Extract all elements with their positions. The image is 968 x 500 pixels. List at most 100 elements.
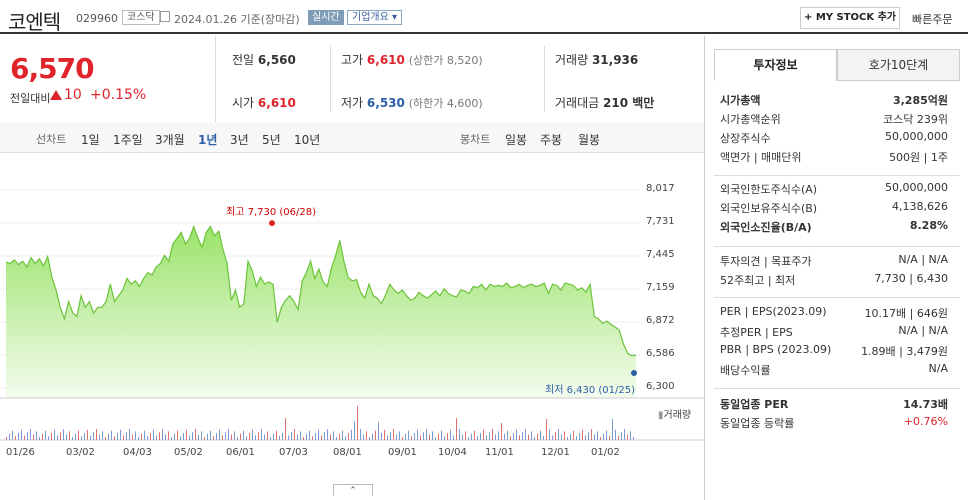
volume-bar: [450, 429, 451, 440]
volume-bar: [228, 429, 229, 440]
realtime-badge[interactable]: 실시간: [308, 10, 344, 25]
volume-bar: [144, 430, 145, 440]
volume-bar: [402, 437, 403, 440]
volume-bar: [255, 435, 256, 440]
tab-weekly[interactable]: 주봉: [540, 133, 563, 147]
price-line: [5, 224, 637, 357]
y-tick-label: 8,017: [646, 183, 675, 194]
volume-bar: [561, 434, 562, 440]
volume-bar: [153, 429, 154, 440]
period-bar: [0, 123, 704, 153]
info-row: 외국인소진율(B/A) 8.28%: [720, 219, 948, 237]
volume-bar: [564, 431, 565, 440]
volume-bar: [273, 433, 274, 440]
volume-bar: [504, 433, 505, 440]
volume-bar: [66, 434, 67, 440]
volume-bar: [201, 431, 202, 440]
volume-bar: [459, 429, 460, 440]
volume-bar: [135, 431, 136, 440]
volume-bar: [507, 430, 508, 440]
current-price: 6,570: [10, 52, 95, 85]
volume-bar: [537, 433, 538, 440]
tab-daily[interactable]: 일봉: [505, 133, 528, 147]
line-chart-label: 선차트: [36, 133, 67, 146]
info-value: +0.76%: [903, 415, 948, 428]
tab-orderbook[interactable]: 호가10단계: [837, 49, 960, 81]
volume-bar: [33, 434, 34, 440]
volume-bar: [378, 422, 379, 440]
change-value: 10: [50, 87, 82, 103]
x-tick-label: 08/01: [333, 447, 362, 458]
volume-bar: [546, 419, 547, 440]
volume-bar: [327, 429, 328, 440]
volume-bar: [249, 433, 250, 440]
volume-bar: [282, 433, 283, 440]
volume-bar: [183, 433, 184, 440]
company-info-dropdown[interactable]: 기업개요 ▾: [347, 10, 402, 25]
tab-monthly[interactable]: 월봉: [578, 133, 601, 147]
volume-bar: [522, 432, 523, 440]
volume-bar: [426, 429, 427, 440]
volume-bar: [324, 432, 325, 440]
tab-3year[interactable]: 3년: [230, 133, 249, 147]
volume-bar: [291, 432, 292, 440]
volume-bar: [492, 429, 493, 440]
volume-bar: [252, 429, 253, 440]
volume-bar: [612, 419, 613, 440]
price-chart[interactable]: [0, 154, 704, 484]
tab-1week[interactable]: 1주일: [113, 133, 143, 147]
volume-bar: [417, 429, 418, 440]
volume-bar: [354, 421, 355, 440]
volume-bar: [600, 437, 601, 440]
amount-value: 210 백만: [603, 96, 655, 110]
volume-bar: [309, 430, 310, 440]
volume-bar: [12, 430, 13, 440]
collapse-toggle[interactable]: ⌃: [333, 484, 373, 496]
change-label: 전일대비: [10, 92, 51, 105]
stock-code: 029960: [76, 12, 118, 25]
volume-bar: [207, 433, 208, 440]
volume-bar: [318, 429, 319, 440]
volume-bar: [123, 435, 124, 440]
upper-limit: (상한가 8,520): [408, 54, 483, 67]
info-label: 외국인소진율(B/A): [720, 221, 812, 234]
quick-order-link[interactable]: 빠른주문: [912, 13, 953, 26]
x-tick-label: 07/03: [279, 447, 308, 458]
tab-10year[interactable]: 10년: [294, 133, 321, 147]
volume-bar: [90, 435, 91, 440]
info-label: 추정PER | EPS: [720, 326, 793, 339]
tab-1day[interactable]: 1일: [81, 133, 100, 147]
volume-bar: [234, 431, 235, 440]
volume-bar: [312, 436, 313, 440]
info-row: 동일업종 등락률 +0.76%: [720, 415, 948, 433]
volume-bar: [486, 435, 487, 440]
volume-bar: [75, 433, 76, 440]
volume-bar: [360, 429, 361, 440]
x-tick-label: 04/03: [123, 447, 152, 458]
volume-bar: [510, 436, 511, 440]
volume-bar: [6, 437, 7, 440]
panel-divider: [714, 388, 960, 389]
x-tick-label: 01/02: [591, 447, 620, 458]
volume-bar: [348, 433, 349, 440]
panel-tabs: 투자정보 호가10단계: [714, 49, 960, 81]
tab-5year[interactable]: 5년: [262, 133, 281, 147]
info-value: 8.28%: [909, 219, 948, 232]
volume-value: 31,936: [591, 53, 639, 67]
info-label: 외국인한도주식수(A): [720, 183, 818, 196]
volume-bar: [513, 433, 514, 440]
volume-bar: [225, 432, 226, 440]
volume-bar: [243, 430, 244, 440]
tab-3month[interactable]: 3개월: [155, 133, 185, 147]
volume-bar: [414, 433, 415, 440]
tab-investment-info[interactable]: 투자정보: [714, 49, 837, 81]
info-label: 외국인보유주식수(B): [720, 202, 818, 215]
my-stock-add-button[interactable]: + MY STOCK 추가: [800, 7, 900, 29]
volume-bar: [198, 434, 199, 440]
volume-bar: [81, 436, 82, 440]
tab-1year[interactable]: 1년: [198, 133, 218, 147]
volume-bar: [96, 429, 97, 440]
volume-bar: [267, 431, 268, 440]
divider: [544, 46, 545, 112]
volume-bar: [627, 434, 628, 440]
